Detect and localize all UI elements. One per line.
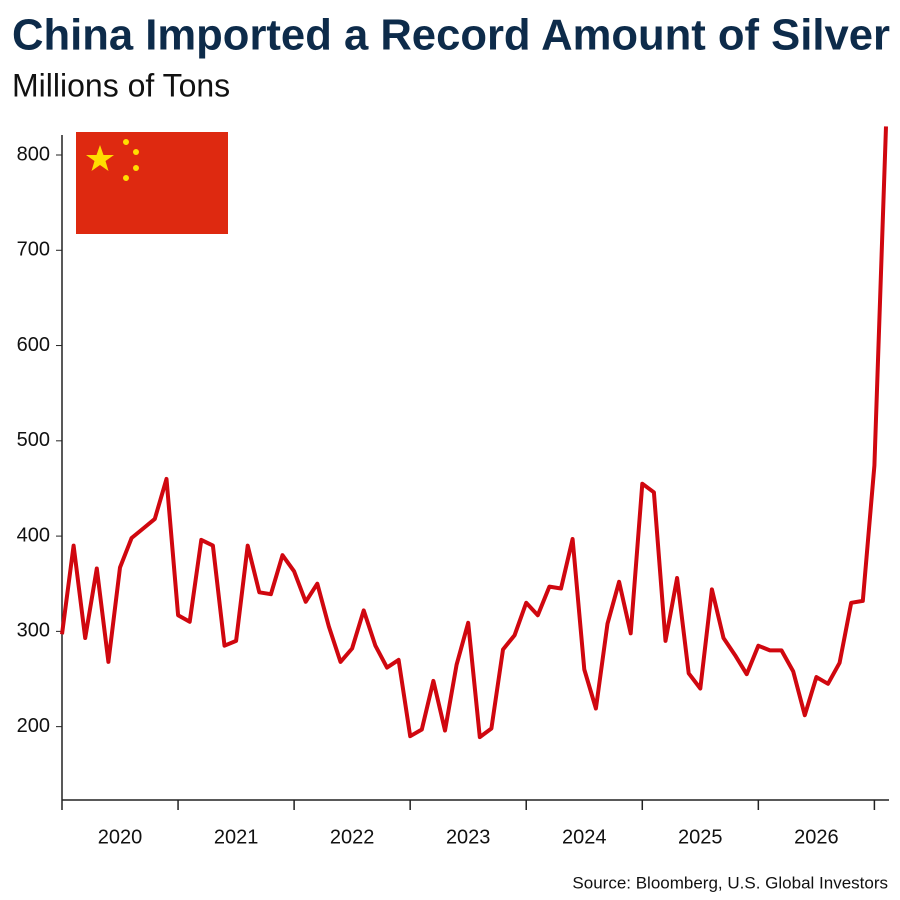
x-tick-label: 2025 <box>678 826 723 848</box>
chart-subtitle: Millions of Tons <box>12 67 230 103</box>
y-tick-label: 700 <box>17 239 50 261</box>
y-tick-label: 800 <box>17 143 50 165</box>
x-tick-label: 2024 <box>562 826 607 848</box>
y-tick-label: 500 <box>17 429 50 451</box>
y-tick-label: 200 <box>17 715 50 737</box>
x-tick-label: 2021 <box>214 826 259 848</box>
x-tick-label: 2022 <box>330 826 375 848</box>
chart-title: China Imported a Record Amount of Silver <box>12 11 890 60</box>
data-line <box>60 126 888 740</box>
y-tick-label: 600 <box>17 334 50 356</box>
y-tick-label: 300 <box>17 620 50 642</box>
x-tick-label: 2020 <box>98 826 143 848</box>
source-note: Source: Bloomberg, U.S. Global Investors <box>572 873 888 892</box>
x-tick-label: 2023 <box>446 826 491 848</box>
y-tick-label: 400 <box>17 524 50 546</box>
x-tick-label: 2026 <box>794 826 839 848</box>
china-flag <box>76 132 228 234</box>
